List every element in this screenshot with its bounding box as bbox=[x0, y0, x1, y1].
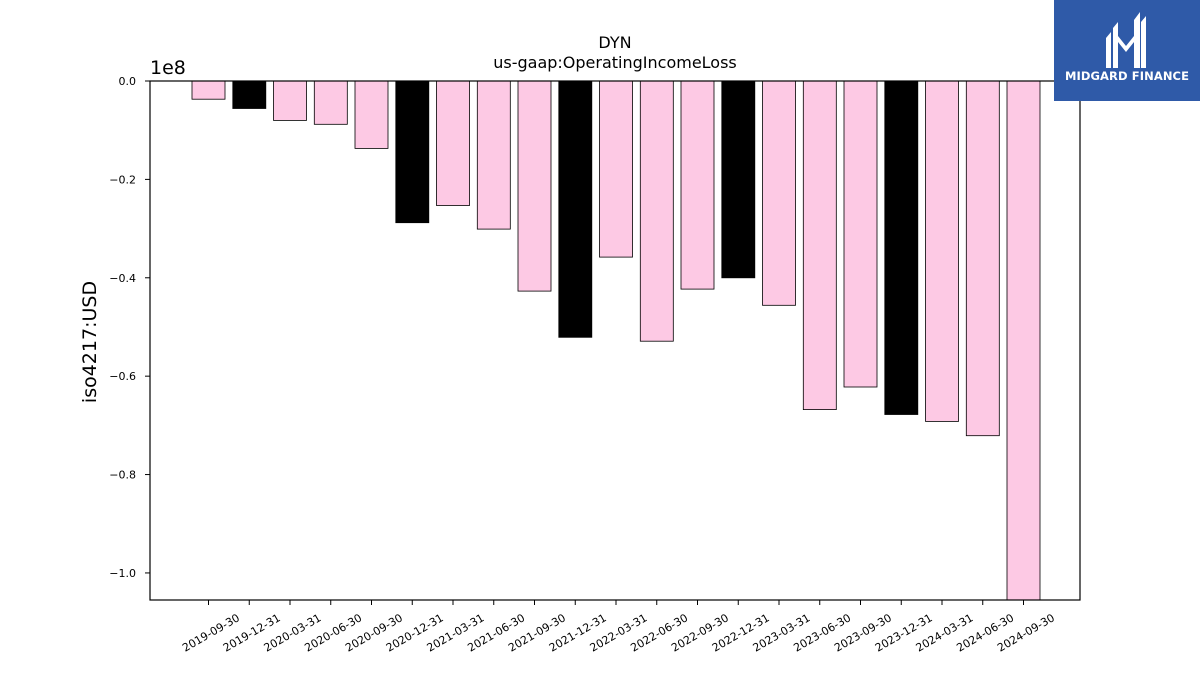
y-tick-label: −1.0 bbox=[109, 567, 136, 580]
bar-2024-03-31 bbox=[925, 80, 959, 422]
bar-2023-12-31 bbox=[884, 80, 919, 415]
y-axis-ticks: 0.0 −0.2 −0.4 −0.6 −0.8 −1.0 bbox=[109, 75, 150, 580]
bar-2023-03-31 bbox=[762, 80, 796, 306]
bar-2022-06-30 bbox=[639, 80, 674, 342]
bar-2020-12-31 bbox=[395, 80, 430, 224]
bar-2022-09-30 bbox=[680, 80, 715, 290]
y-axis-label: iso4217:USD bbox=[79, 281, 101, 403]
bar-2021-06-30 bbox=[476, 80, 511, 230]
logo-text: MIDGARD FINANCE bbox=[1064, 69, 1190, 83]
bar-2021-09-30 bbox=[517, 80, 552, 292]
bar-2022-03-31 bbox=[599, 80, 633, 258]
y-tick-label: −0.8 bbox=[109, 469, 136, 482]
bar-2024-09-30 bbox=[1006, 80, 1041, 601]
bar-2021-03-31 bbox=[436, 80, 470, 206]
y-tick-label: −0.2 bbox=[109, 173, 136, 186]
bar-2023-09-30 bbox=[843, 80, 878, 388]
bar-2021-12-31 bbox=[558, 80, 593, 338]
bars-group bbox=[191, 80, 1041, 601]
y-tick-label: −0.6 bbox=[109, 370, 136, 383]
bar-2023-06-30 bbox=[802, 80, 837, 411]
plot-frame bbox=[149, 80, 1081, 601]
chart-subtitle: us-gaap:OperatingIncomeLoss bbox=[493, 53, 737, 72]
x-axis-ticks: 2019-09-302019-12-312020-03-312020-06-30… bbox=[180, 600, 1057, 655]
chart-title: DYN bbox=[598, 33, 631, 52]
bar-2019-09-30 bbox=[191, 80, 226, 100]
y-tick-label: −0.4 bbox=[109, 272, 136, 285]
bar-2020-06-30 bbox=[313, 80, 348, 125]
bar-2020-09-30 bbox=[354, 80, 389, 149]
y-scale-label: 1e8 bbox=[150, 57, 186, 79]
bar-2022-12-31 bbox=[721, 80, 756, 279]
y-tick-label: 0.0 bbox=[119, 75, 137, 88]
company-logo: MIDGARD FINANCE bbox=[1054, 0, 1200, 101]
bar-2020-03-31 bbox=[273, 80, 307, 121]
midgard-logo-icon bbox=[1106, 12, 1146, 68]
bar-2019-12-31 bbox=[232, 80, 267, 109]
bar-2024-06-30 bbox=[965, 80, 1000, 437]
